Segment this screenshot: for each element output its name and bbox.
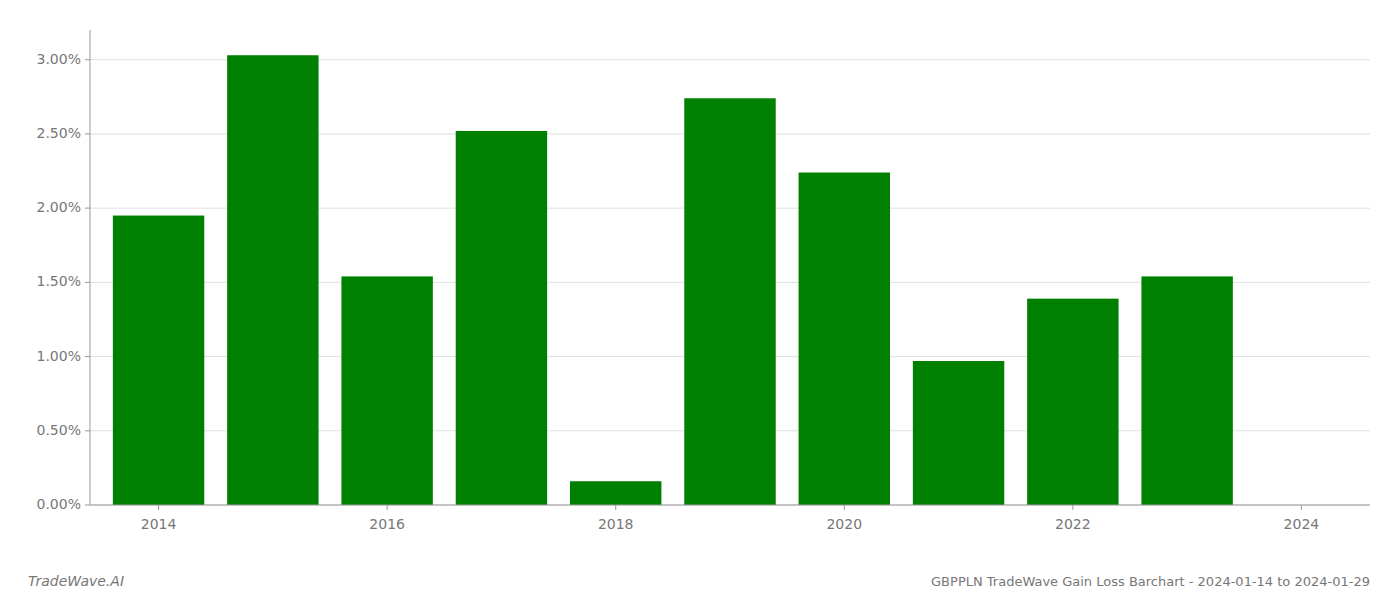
x-tick-label: 2018 [598,516,634,532]
x-tick-label: 2024 [1284,516,1320,532]
x-tick [615,505,616,510]
y-axis-line [90,30,91,505]
x-tick [844,505,845,510]
watermark: TradeWave.AI [28,573,124,589]
bars [113,55,1233,505]
bar [799,173,890,506]
y-tick-label: 1.00% [37,348,81,364]
y-tick [85,133,90,134]
y-tick-labels: 0.00% 0.50% 1.00% 1.50% 2.00% 2.50% 3.00% [37,51,90,512]
x-tick-label: 2020 [826,516,862,532]
y-tick [85,282,90,283]
bar [684,98,775,505]
y-tick-label: 0.00% [37,496,81,512]
y-tick [85,505,90,506]
y-tick [85,430,90,431]
bar [1141,276,1232,505]
x-tick-labels: 2014 2016 2018 2020 2022 2024 [141,505,1320,532]
y-tick [85,208,90,209]
y-tick-label: 3.00% [37,51,81,67]
x-tick [1301,505,1302,510]
title: GBPPLN TradeWave Gain Loss Barchart - 20… [931,574,1370,589]
bar [113,216,204,505]
y-tick [85,356,90,357]
y-tick-label: 2.00% [37,199,81,215]
bar [570,481,661,505]
x-tick-label: 2014 [141,516,177,532]
y-tick-label: 2.50% [37,125,81,141]
bar [913,361,1004,505]
chart: 0.00%0.50%1.00%1.50%2.00%2.50%3.00%20142… [0,0,1400,600]
x-tick [158,505,159,510]
x-tick [1072,505,1073,510]
grid-line [90,505,1370,506]
x-tick-label: 2022 [1055,516,1091,532]
background [0,0,1400,600]
x-tick [387,505,388,510]
x-tick-label: 2016 [369,516,405,532]
y-tick-label: 0.50% [37,422,81,438]
bar [341,276,432,505]
bar [227,55,318,505]
y-tick [85,59,90,60]
bar [456,131,547,505]
y-tick-label: 1.50% [37,273,81,289]
x-axis-line [90,505,1370,506]
bar [1027,299,1118,505]
